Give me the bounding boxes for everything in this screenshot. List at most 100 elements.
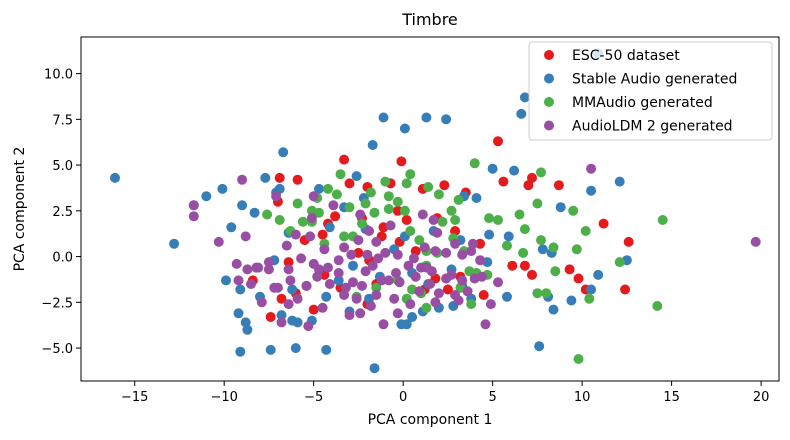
scatter-point — [383, 191, 394, 202]
scatter-point — [233, 308, 244, 319]
scatter-point — [188, 211, 199, 222]
x-axis-ticks: −15 −10 −5 0 5 10 15 20 — [121, 381, 769, 405]
scatter-point — [353, 235, 364, 246]
scatter-point — [450, 238, 461, 249]
scatter-point — [324, 222, 335, 233]
scatter-point — [532, 288, 543, 299]
scatter-point — [246, 279, 256, 289]
scatter-point — [317, 229, 328, 240]
scatter-point — [623, 236, 634, 247]
scatter-point — [514, 209, 525, 220]
scatter-point — [550, 266, 561, 277]
scatter-point — [614, 257, 625, 268]
y-tick-label: 10.0 — [44, 68, 73, 83]
y-tick-label: 0.0 — [52, 251, 73, 266]
scatter-point — [399, 205, 410, 216]
scatter-point — [380, 247, 391, 258]
scatter-point — [423, 182, 434, 192]
scatter-point — [256, 297, 267, 308]
scatter-point — [484, 229, 495, 240]
scatter-point — [403, 260, 414, 271]
scatter-point — [365, 187, 376, 198]
scatter-point — [274, 215, 285, 225]
scatter-point — [314, 183, 324, 194]
scatter-point — [344, 310, 355, 321]
y-tick-label: −5.0 — [41, 342, 73, 357]
scatter-point — [573, 273, 584, 284]
scatter-point — [303, 321, 314, 332]
scatter-point — [357, 280, 367, 291]
scatter-point — [503, 231, 514, 242]
scatter-point — [457, 275, 468, 286]
scatter-point — [446, 269, 457, 280]
scatter-point — [392, 308, 403, 319]
scatter-point — [367, 260, 378, 271]
scatter-point — [750, 236, 761, 247]
scatter-point — [339, 290, 350, 300]
scatter-point — [221, 275, 231, 286]
scatter-point — [466, 299, 477, 310]
legend-box — [528, 41, 773, 141]
scatter-point — [339, 154, 350, 165]
x-tick-label: 0 — [399, 390, 407, 405]
scatter-point — [292, 293, 303, 304]
scatter-point — [433, 189, 444, 200]
scatter-point — [287, 284, 298, 295]
scatter-point — [405, 226, 416, 236]
scatter-point — [441, 247, 452, 258]
scatter-point — [462, 286, 473, 297]
scatter-point — [355, 209, 366, 220]
scatter-point — [586, 284, 597, 295]
scatter-point — [534, 341, 545, 352]
scatter-point — [278, 147, 289, 158]
scatter-point — [281, 240, 292, 251]
scatter-point — [586, 185, 597, 196]
scatter-point — [371, 282, 382, 293]
scatter-point — [360, 198, 371, 209]
scatter-point — [446, 205, 457, 216]
y-tick-label: 5.0 — [52, 159, 73, 174]
scatter-point — [425, 279, 435, 289]
scatter-point — [283, 257, 294, 268]
scatter-point — [598, 218, 609, 229]
y-tick-label: −2.5 — [41, 296, 73, 311]
scatter-point — [480, 319, 491, 330]
scatter-point — [405, 299, 416, 310]
scatter-point — [312, 271, 323, 282]
scatter-point — [484, 213, 495, 224]
scatter-point — [328, 200, 339, 211]
scatter-point — [407, 312, 418, 322]
scatter-point — [263, 264, 274, 275]
scatter-point — [319, 244, 330, 255]
scatter-point — [249, 207, 260, 218]
scatter-point — [439, 180, 450, 191]
legend-marker — [544, 120, 554, 131]
scatter-point — [414, 235, 425, 246]
scatter-point — [235, 346, 246, 357]
scatter-point — [351, 293, 362, 304]
scatter-point — [478, 290, 489, 300]
scatter-point — [580, 226, 591, 236]
scatter-point — [367, 140, 378, 150]
legend-label: ESC-50 dataset — [572, 48, 680, 64]
scatter-point — [432, 227, 443, 238]
scatter-point — [564, 264, 575, 275]
scatter-point — [301, 280, 312, 291]
scatter-point — [493, 215, 503, 225]
scatter-point — [401, 215, 412, 225]
scatter-point — [333, 268, 344, 278]
scatter-point — [297, 216, 308, 227]
scatter-point — [364, 226, 375, 236]
scatter-point — [265, 344, 276, 355]
scatter-point — [331, 189, 342, 200]
scatter-point — [466, 246, 477, 257]
scatter-point — [401, 178, 412, 189]
scatter-point — [391, 268, 401, 278]
scatter-point — [502, 240, 512, 251]
legend-marker — [544, 73, 554, 84]
scatter-point — [586, 163, 597, 174]
scatter-point — [272, 282, 283, 293]
y-tick-label: 2.5 — [52, 205, 73, 220]
legend-label: MMAudio generated — [572, 95, 713, 111]
